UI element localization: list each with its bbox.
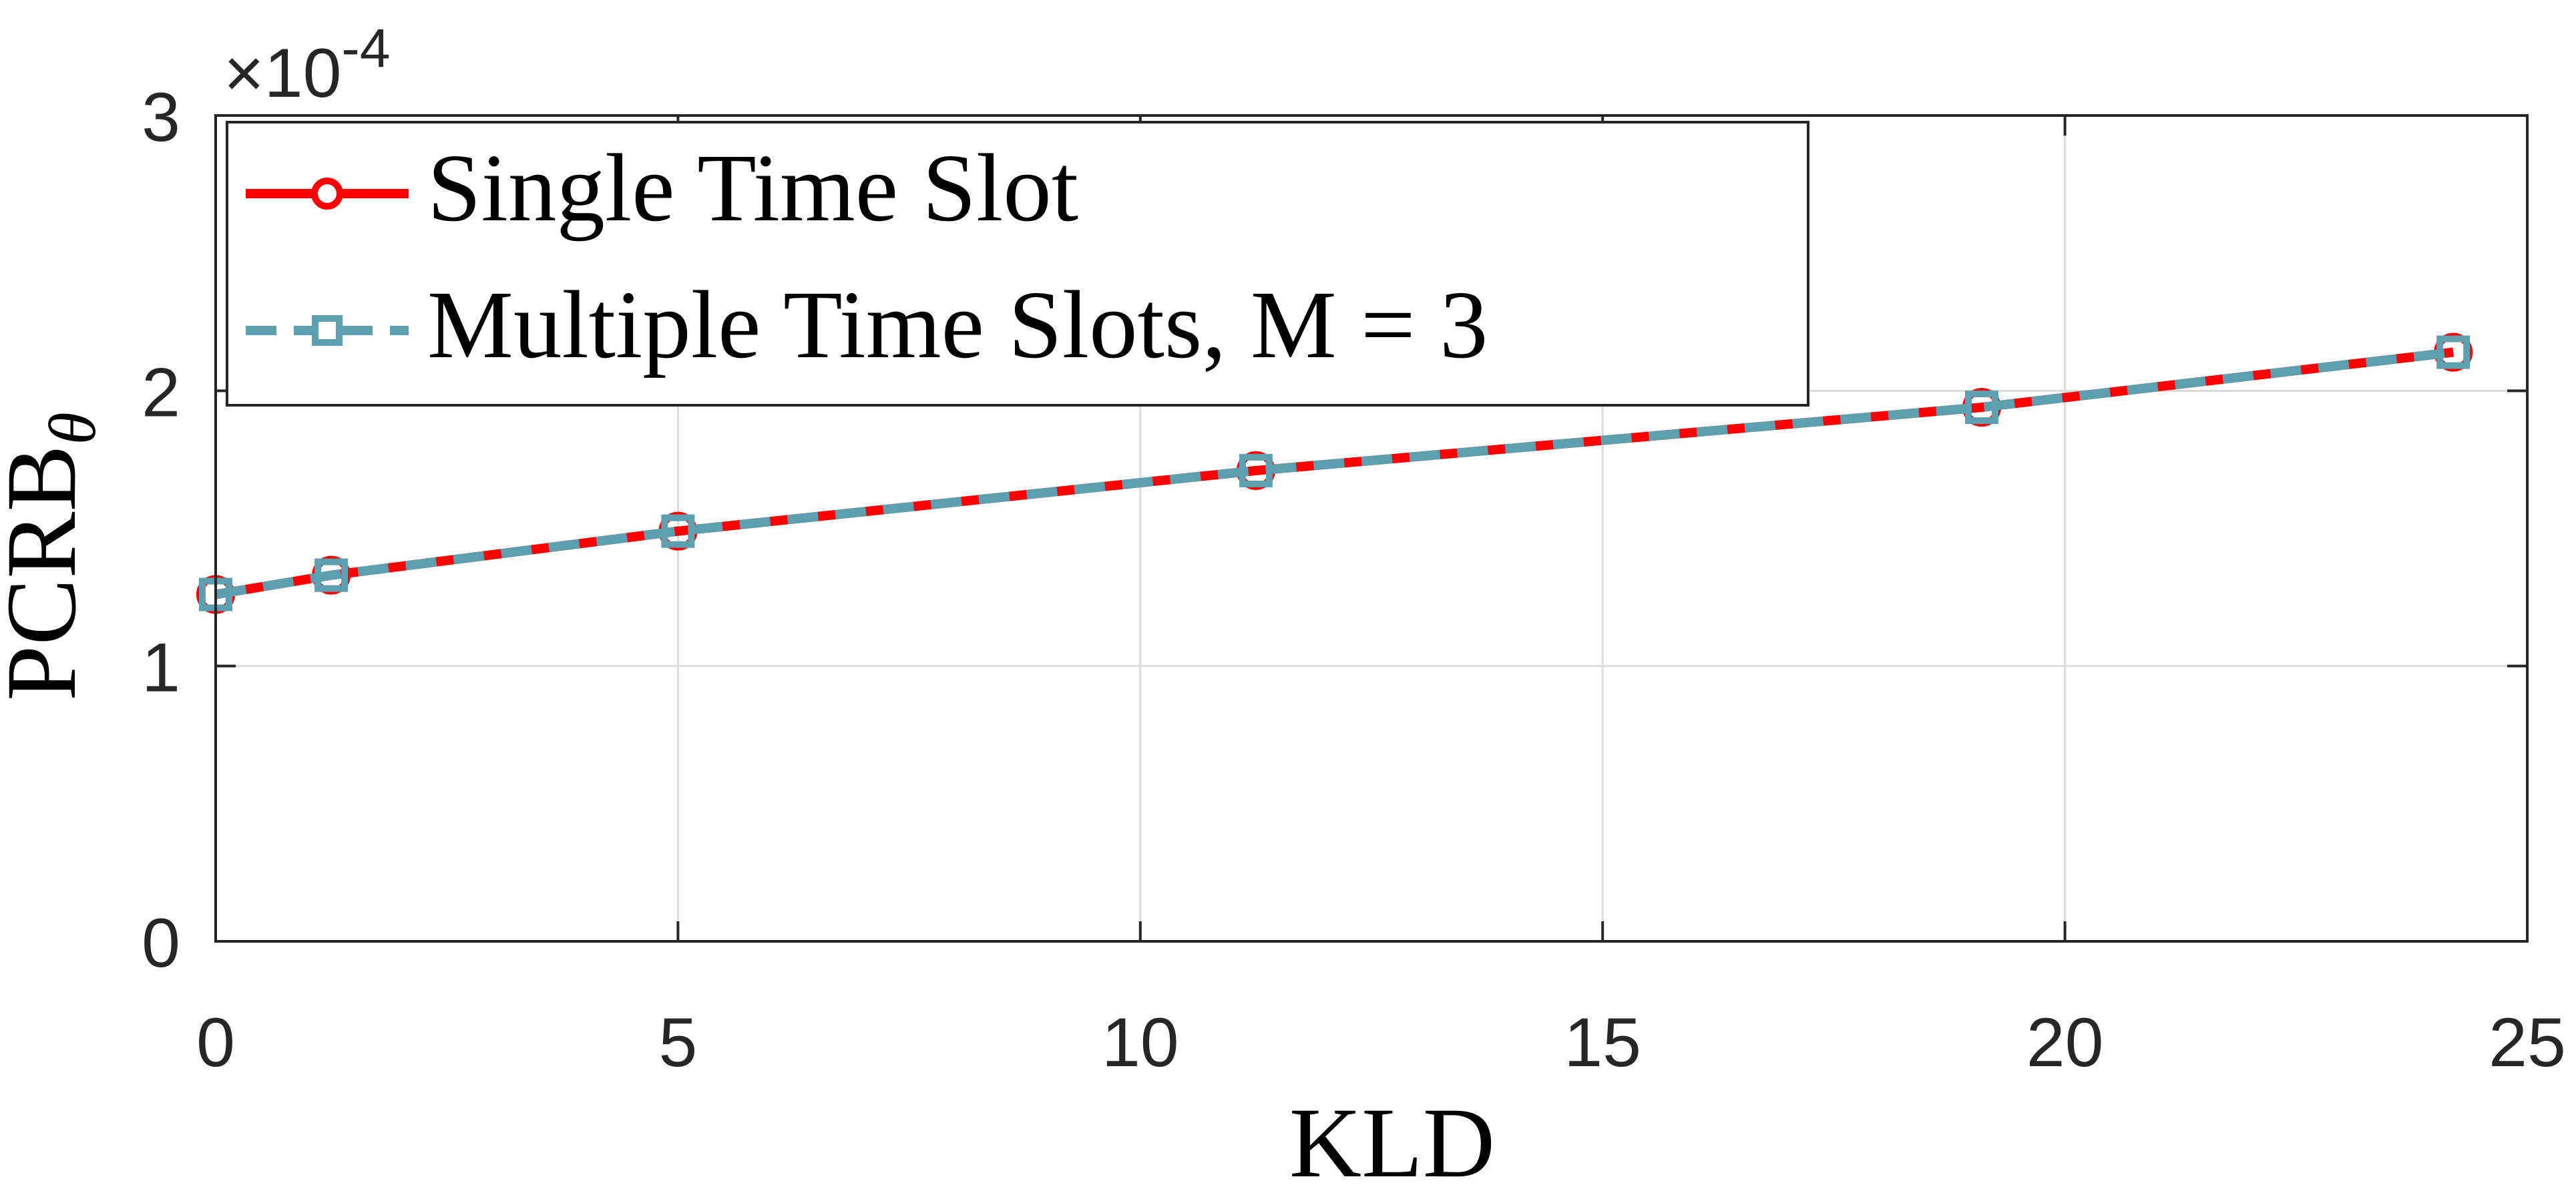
y-axis-label-subscript: θ [35,412,110,445]
y-tick-label: 3 [142,79,180,156]
y-tick-label: 2 [142,354,180,431]
y-axis-label-group: PCRBθ [0,412,110,701]
x-tick-label: 20 [2026,1004,2104,1082]
data-point-square [314,558,349,592]
x-axis-label: KLD [1289,1088,1495,1185]
x-tick-label: 5 [658,1004,697,1082]
data-point-square [2436,335,2471,369]
x-tick-label: 10 [1102,1004,1179,1082]
y-axis-label: PCRBθ [0,412,110,701]
x-tick-label: 0 [196,1004,235,1082]
plot-series [196,332,2473,614]
y-tick-label: 0 [142,905,180,982]
legend-label-multiple-time-slots: Multiple Time Slots, M = 3 [427,272,1488,379]
legend-label-single-time-slot: Single Time Slot [427,135,1078,242]
legend-marker-square [312,315,343,346]
legend: Single Time Slot Multiple Time Slots, M … [226,121,1809,407]
legend-box [226,121,1809,407]
y-axis-exponent: ×10-4 [224,18,390,112]
data-point-square [1964,391,1998,425]
plot-frame [214,114,2529,943]
legend-marker-circle [311,178,343,210]
axis-ticks: 0 5 10 15 20 25 0 1 2 3 [142,79,2566,1082]
data-point-square [661,514,695,548]
x-tick-label: 15 [1564,1004,1641,1082]
data-point-square [1239,453,1273,487]
series-line-2 [214,347,2454,600]
x-tick-label: 25 [2489,1004,2566,1082]
y-tick-label: 1 [142,630,180,707]
